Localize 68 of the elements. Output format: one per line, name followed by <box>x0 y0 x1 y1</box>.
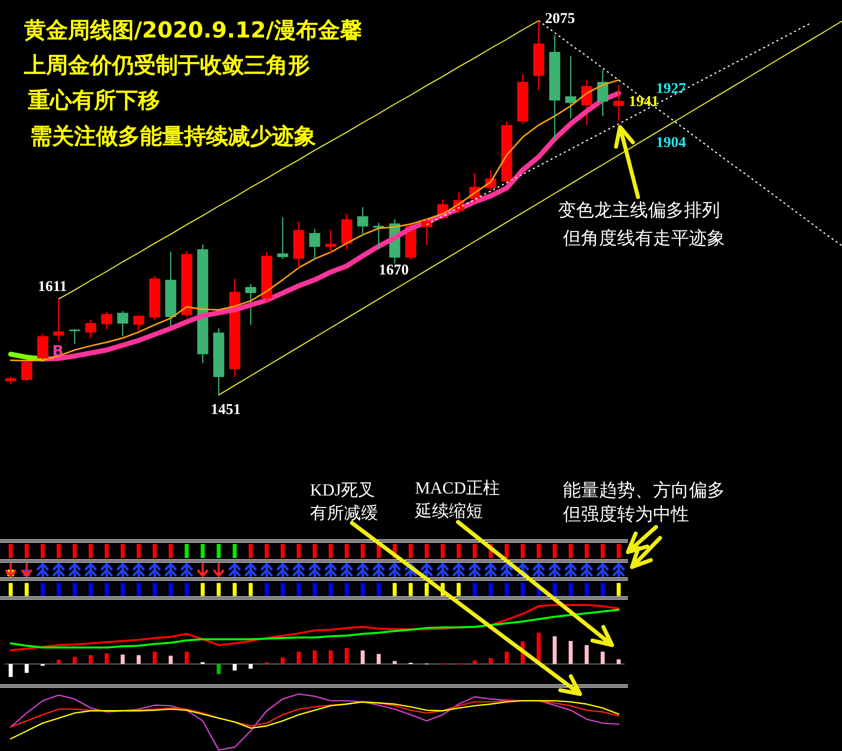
candlestick <box>85 319 96 339</box>
candlestick <box>581 78 592 126</box>
bar <box>552 636 557 664</box>
bar <box>344 648 349 664</box>
bar <box>328 650 333 664</box>
bar <box>472 660 477 664</box>
candlestick <box>565 55 576 120</box>
candlestick <box>325 229 336 254</box>
candlestick <box>613 84 624 122</box>
bar <box>136 655 141 664</box>
text: KDJ死叉 <box>310 480 376 500</box>
annotation: 1927 <box>656 81 686 97</box>
candlestick <box>597 69 608 117</box>
bar <box>216 664 221 674</box>
annotation: 1451 <box>210 402 241 418</box>
bar <box>600 652 605 664</box>
annotation: 1611 <box>38 279 67 295</box>
annotation: 1904 <box>656 135 686 151</box>
bar <box>72 656 77 664</box>
bar <box>392 661 397 664</box>
annotation: 变色龙主线偏多排列 <box>558 200 720 220</box>
bar <box>584 645 589 664</box>
annotation: 需关注做多能量持续减少迹象 <box>30 124 316 150</box>
annotation: 重心有所下移 <box>27 88 160 114</box>
bar <box>88 655 93 664</box>
bar <box>296 652 301 664</box>
bar <box>568 640 573 664</box>
annotation: 2075 <box>545 11 575 27</box>
candlestick <box>277 216 288 260</box>
bar <box>616 659 621 664</box>
bar <box>120 654 125 664</box>
annotation: 1670 <box>378 262 409 279</box>
annotation: 但角度线有走平迹象 <box>563 228 725 248</box>
annotation: 上周金价仍受制于收敛三角形 <box>23 54 310 78</box>
bar <box>376 654 381 664</box>
bar <box>24 664 29 673</box>
chart-title: 黄金周线图/2020.9.12/漫布金馨 <box>23 18 362 44</box>
text: 有所减缓 <box>310 504 378 522</box>
bar <box>360 650 365 664</box>
bar <box>104 653 109 664</box>
text: 但强度转为中性 <box>563 504 689 524</box>
candlestick <box>117 310 128 337</box>
bar <box>184 652 189 664</box>
candlestick <box>101 311 112 330</box>
bar <box>280 658 285 664</box>
bar <box>504 652 509 664</box>
candlestick <box>133 314 144 332</box>
candlestick <box>21 360 32 382</box>
bar <box>232 664 237 670</box>
bar <box>152 652 157 664</box>
candlestick <box>37 333 48 360</box>
bar <box>168 656 173 664</box>
candlestick <box>309 228 320 261</box>
candlestick <box>53 298 64 342</box>
text: 延续缩短 <box>414 502 483 520</box>
bar <box>56 660 61 664</box>
candlestick <box>69 328 80 345</box>
text: MACD正柱 <box>415 478 500 498</box>
bar <box>488 658 493 664</box>
bar <box>248 664 253 669</box>
text: 能量趋势、方向偏多 <box>563 480 725 500</box>
candlestick <box>421 218 432 246</box>
annotation: B <box>52 342 64 360</box>
bar <box>8 664 13 677</box>
bar <box>312 650 317 664</box>
annotation: 1941 <box>628 94 659 110</box>
candlestick <box>245 283 256 326</box>
candlestick <box>357 206 368 237</box>
